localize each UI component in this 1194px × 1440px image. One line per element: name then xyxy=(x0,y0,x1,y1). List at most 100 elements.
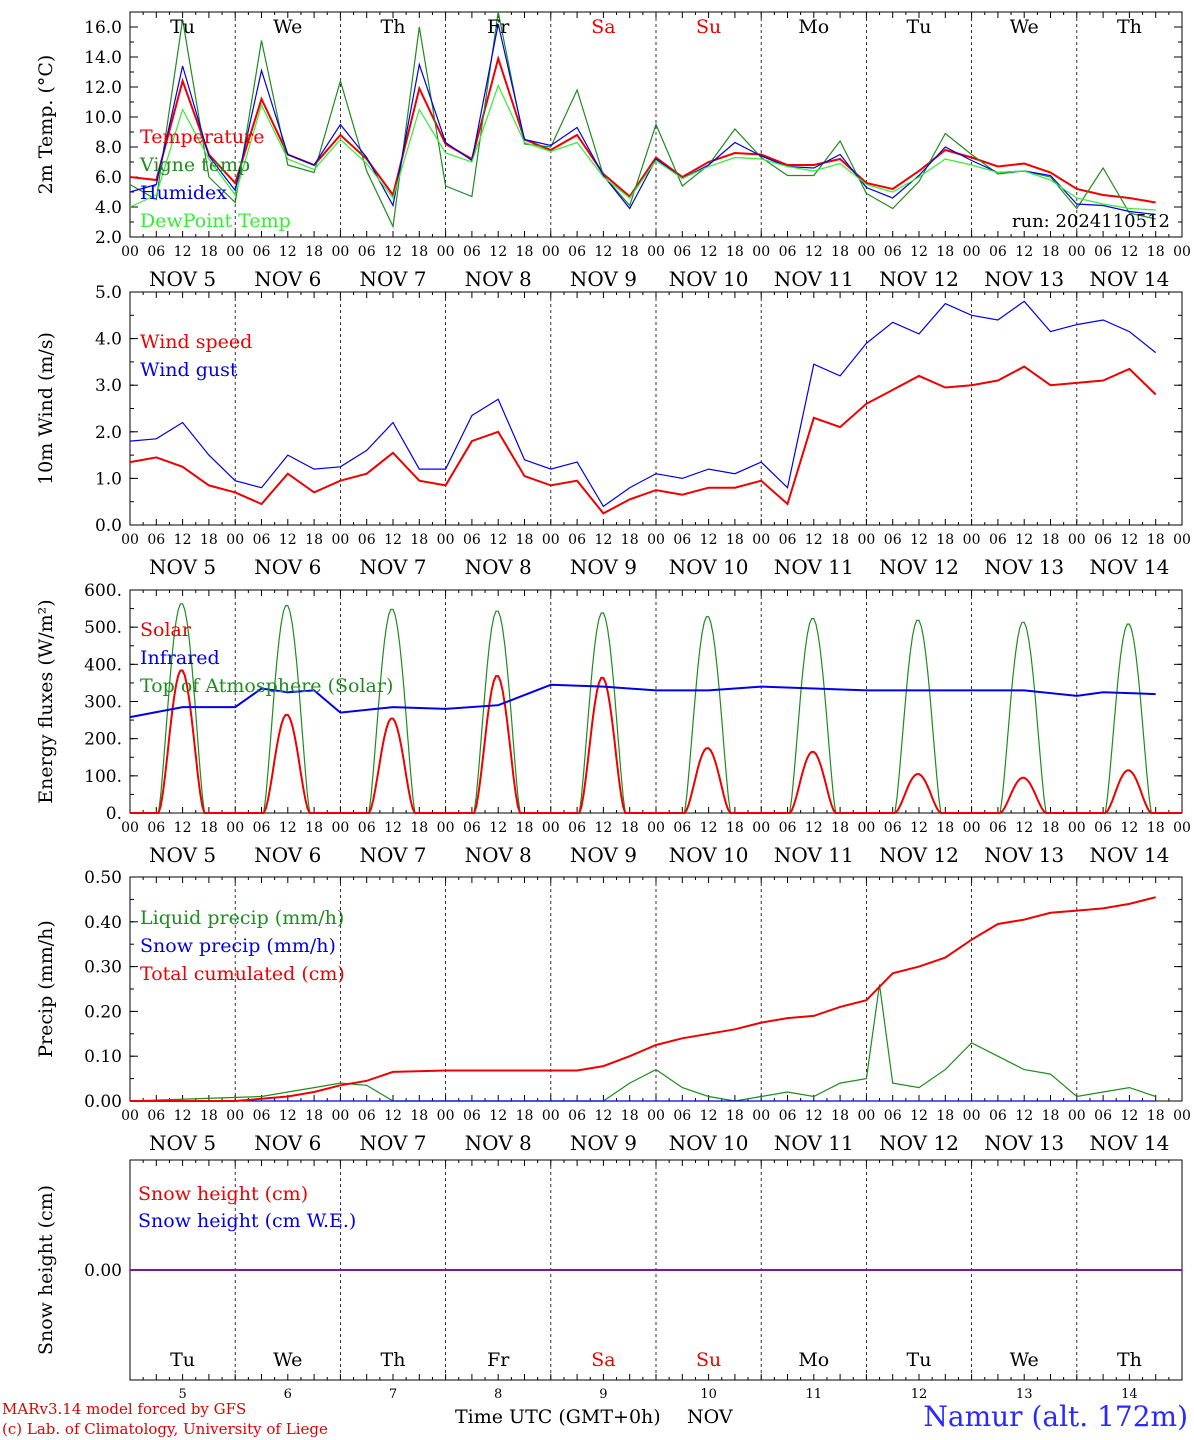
hour-tick-label: 00 xyxy=(331,244,349,260)
date-label: NOV 13 xyxy=(984,843,1064,867)
hour-tick-label: 06 xyxy=(568,1108,586,1124)
hour-tick-label: 18 xyxy=(1147,1108,1165,1124)
run-label: run: 2024110512 xyxy=(1012,211,1170,232)
y-tick-label: 2.0 xyxy=(95,423,122,443)
hour-tick-label: 00 xyxy=(121,820,139,836)
hour-tick-label: 18 xyxy=(1042,244,1060,260)
day-of-week-label: Th xyxy=(1117,1349,1142,1371)
hour-tick-label: 06 xyxy=(253,244,271,260)
hour-tick-label: 00 xyxy=(857,820,875,836)
day-number-label: 5 xyxy=(178,1387,186,1402)
day-of-week-label: Su xyxy=(696,1349,721,1371)
hour-tick-label: 12 xyxy=(910,1108,928,1124)
hour-tick-label: 18 xyxy=(516,820,534,836)
date-label: NOV 6 xyxy=(254,843,321,867)
day-number-label: 8 xyxy=(494,1387,502,1402)
date-label: NOV 5 xyxy=(149,555,216,579)
day-of-week-label: We xyxy=(1010,1349,1039,1371)
hour-tick-label: 12 xyxy=(1015,1108,1033,1124)
hour-tick-label: 00 xyxy=(226,1108,244,1124)
date-label: NOV 10 xyxy=(669,843,749,867)
date-label: NOV 14 xyxy=(1090,1131,1170,1155)
y-tick-label: 10.0 xyxy=(84,108,122,128)
date-label: NOV 11 xyxy=(774,555,854,579)
date-label: NOV 12 xyxy=(879,555,959,579)
hour-tick-label: 18 xyxy=(1042,820,1060,836)
hour-tick-label: 00 xyxy=(963,1108,981,1124)
date-label: NOV 12 xyxy=(879,1131,959,1155)
hour-tick-label: 18 xyxy=(726,1108,744,1124)
hour-tick-label: 18 xyxy=(726,244,744,260)
hour-tick-label: 12 xyxy=(910,244,928,260)
y-axis-label: 10m Wind (m/s) xyxy=(35,332,57,485)
hour-tick-label: 06 xyxy=(673,244,691,260)
hour-tick-label: 06 xyxy=(884,244,902,260)
day-number-label: 11 xyxy=(806,1387,823,1402)
hour-tick-label: 18 xyxy=(936,1108,954,1124)
hour-tick-label: 00 xyxy=(542,532,560,548)
date-label: NOV 6 xyxy=(254,267,321,291)
hour-tick-label: 00 xyxy=(437,244,455,260)
hour-tick-label: 12 xyxy=(279,820,297,836)
date-label: NOV 8 xyxy=(465,555,532,579)
y-tick-label: 0. xyxy=(106,804,122,824)
date-label: NOV 12 xyxy=(879,267,959,291)
hour-tick-label: 00 xyxy=(121,532,139,548)
series-line xyxy=(129,984,1156,1102)
y-tick-label: 0.10 xyxy=(84,1047,122,1067)
date-label: NOV 9 xyxy=(570,555,637,579)
hour-tick-label: 18 xyxy=(200,532,218,548)
hour-tick-label: 00 xyxy=(437,820,455,836)
model-credit: MARv3.14 model forced by GFS xyxy=(2,1400,247,1418)
y-tick-label: 4.0 xyxy=(95,198,122,218)
series-toa-line xyxy=(130,603,1182,814)
hour-tick-label: 12 xyxy=(1015,244,1033,260)
day-number-label: 10 xyxy=(700,1387,717,1402)
date-label: NOV 14 xyxy=(1090,843,1170,867)
y-tick-label: 600. xyxy=(84,581,122,601)
hour-tick-label: 18 xyxy=(936,244,954,260)
hour-tick-label: 06 xyxy=(779,820,797,836)
y-axis-label: Snow height (cm) xyxy=(35,1185,57,1355)
hour-tick-label: 06 xyxy=(358,820,376,836)
hour-tick-label: 12 xyxy=(805,244,823,260)
x-axis-title: Time UTC (GMT+0h) xyxy=(455,1406,661,1428)
hour-tick-label: 00 xyxy=(331,820,349,836)
hour-tick-label: 00 xyxy=(1173,532,1191,548)
hour-tick-label: 00 xyxy=(121,1108,139,1124)
hour-tick-label: 12 xyxy=(489,244,507,260)
hour-tick-label: 06 xyxy=(884,532,902,548)
hour-tick-label: 06 xyxy=(989,532,1007,548)
hour-tick-label: 18 xyxy=(831,532,849,548)
hour-tick-label: 12 xyxy=(594,532,612,548)
date-label: NOV 8 xyxy=(465,843,532,867)
hour-tick-label: 00 xyxy=(121,244,139,260)
hour-tick-label: 06 xyxy=(147,532,165,548)
hour-tick-label: 12 xyxy=(805,1108,823,1124)
y-tick-label: 0.00 xyxy=(84,1261,122,1281)
hour-tick-label: 06 xyxy=(1094,1108,1112,1124)
hour-tick-label: 00 xyxy=(647,820,665,836)
hour-tick-label: 00 xyxy=(226,244,244,260)
hour-tick-label: 06 xyxy=(147,1108,165,1124)
hour-tick-label: 18 xyxy=(516,532,534,548)
legend-entry: Solar xyxy=(140,619,192,641)
series-line xyxy=(129,300,1157,508)
y-axis-label: 2m Temp. (°C) xyxy=(35,55,57,195)
legend-entry: Snow height (cm) xyxy=(138,1183,308,1205)
day-of-week-label: Mo xyxy=(798,1349,829,1371)
hour-tick-label: 06 xyxy=(568,244,586,260)
date-label: NOV 5 xyxy=(149,843,216,867)
hour-tick-label: 18 xyxy=(726,820,744,836)
hour-tick-label: 00 xyxy=(226,532,244,548)
hour-tick-label: 12 xyxy=(489,1108,507,1124)
series-line xyxy=(129,365,1157,515)
day-of-week-label: We xyxy=(1010,16,1039,38)
hour-tick-label: 06 xyxy=(884,820,902,836)
hour-tick-label: 18 xyxy=(410,244,428,260)
hour-tick-label: 18 xyxy=(1147,820,1165,836)
y-tick-label: 0.40 xyxy=(84,913,122,933)
date-label: NOV 8 xyxy=(465,267,532,291)
y-tick-label: 16.0 xyxy=(84,18,122,38)
